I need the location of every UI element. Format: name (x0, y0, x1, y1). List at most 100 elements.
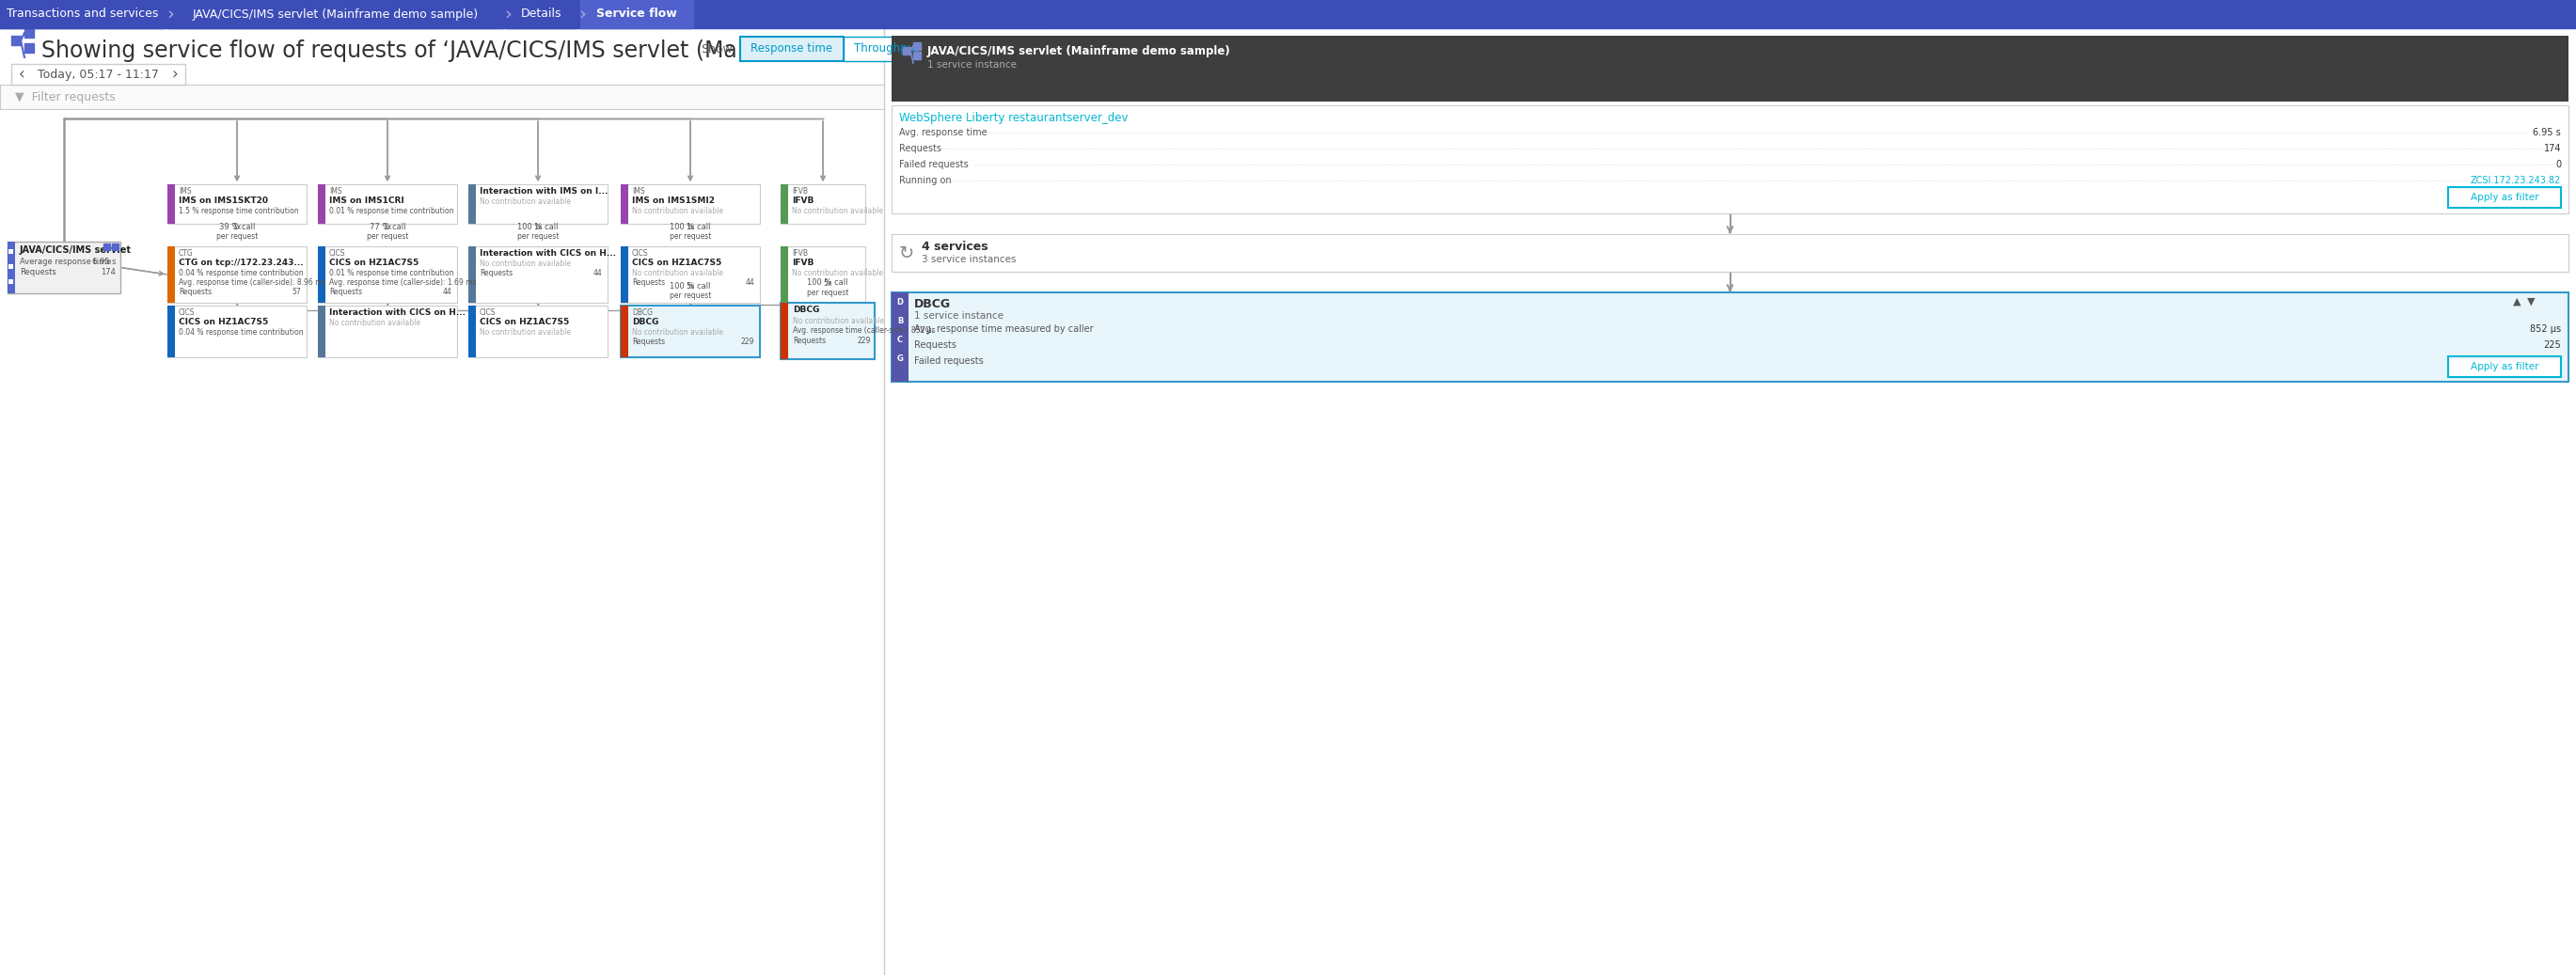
Text: 1x
per request: 1x per request (518, 222, 559, 241)
Text: Failed requests: Failed requests (914, 356, 984, 366)
Text: 1x
per request: 1x per request (670, 222, 711, 241)
Bar (781, 184, 788, 224)
Bar (469, 247, 608, 303)
Bar (2447, 187, 2561, 208)
Bar (2447, 356, 2561, 377)
Bar (621, 305, 760, 357)
Bar (781, 303, 788, 359)
Text: JAVA/CICS/IMS servlet (Mainframe demo sample): JAVA/CICS/IMS servlet (Mainframe demo sa… (193, 8, 479, 20)
Text: Infrastructure: Infrastructure (1074, 8, 1162, 20)
Text: 6.95 s: 6.95 s (93, 257, 116, 266)
Text: No contribution available: No contribution available (479, 329, 572, 336)
Text: Interaction with IMS on I...: Interaction with IMS on I... (479, 187, 608, 196)
Bar (23, 28, 33, 38)
Bar (167, 247, 307, 303)
Text: No contribution available: No contribution available (791, 269, 884, 277)
Bar (8, 279, 13, 284)
Bar (317, 184, 325, 224)
Bar (739, 37, 842, 61)
Text: 1 service instance: 1 service instance (914, 311, 1005, 321)
Text: 57: 57 (291, 288, 301, 296)
Text: 229: 229 (858, 336, 871, 345)
Text: 100 % call: 100 % call (806, 278, 848, 287)
Bar (317, 184, 456, 224)
Text: CICS on HZ1AC7S5: CICS on HZ1AC7S5 (330, 258, 420, 267)
Text: Avg. response time: Avg. response time (899, 128, 987, 137)
Text: D: D (896, 297, 904, 306)
Bar (891, 292, 2568, 382)
Text: Showing service flow of requests of ‘JAVA/CICS/IMS servlet (Mainframe demo sampl: Showing service flow of requests of ‘JAV… (41, 40, 997, 62)
Text: CICS on HZ1AC7S5: CICS on HZ1AC7S5 (631, 258, 721, 267)
Bar (781, 184, 866, 224)
Text: Requests: Requests (793, 336, 827, 345)
Text: Transactions and services: Transactions and services (5, 8, 157, 20)
Text: Avg. response time (caller-side): 8.96 ms: Avg. response time (caller-side): 8.96 m… (178, 278, 327, 287)
Text: C: C (896, 335, 904, 343)
Text: ▲: ▲ (2512, 297, 2522, 306)
Bar (902, 47, 909, 55)
Text: Service flow: Service flow (598, 8, 677, 20)
Bar (781, 247, 788, 303)
Text: 44: 44 (744, 278, 755, 287)
Text: No contribution available: No contribution available (479, 198, 572, 206)
Text: Show: Show (701, 43, 732, 55)
Text: 174: 174 (2543, 144, 2561, 153)
Text: Throughput: Throughput (853, 43, 917, 55)
Bar (1048, 0, 1185, 28)
Bar (0, 85, 884, 109)
Bar (469, 305, 477, 357)
Text: No contribution available: No contribution available (793, 317, 884, 326)
Text: IFVB: IFVB (791, 197, 814, 205)
Bar (891, 234, 2568, 272)
Text: Requests: Requests (631, 337, 665, 346)
Text: 100 % call: 100 % call (670, 223, 711, 231)
Bar (317, 247, 325, 303)
Text: 5x
per request: 5x per request (806, 279, 848, 297)
Text: Requests: Requests (21, 268, 57, 277)
Text: CTG: CTG (178, 250, 193, 257)
Text: IMS on IMS1SMI2: IMS on IMS1SMI2 (631, 197, 714, 205)
Text: Requests: Requests (631, 278, 665, 287)
Text: 1x
per request: 1x per request (366, 222, 410, 241)
Bar (167, 0, 502, 28)
Text: IFVB: IFVB (791, 187, 809, 196)
Text: 5x
per request: 5x per request (670, 282, 711, 300)
Text: 44: 44 (592, 269, 603, 277)
Text: 1.5 % response time contribution: 1.5 % response time contribution (178, 207, 299, 215)
Text: CICS on HZ1AC7S5: CICS on HZ1AC7S5 (479, 318, 569, 327)
Text: No contribution available: No contribution available (791, 207, 884, 215)
Text: IMS: IMS (631, 187, 644, 196)
Text: 0.01 % response time contribution: 0.01 % response time contribution (330, 269, 453, 277)
Text: CICS: CICS (178, 308, 196, 317)
Bar (23, 43, 33, 53)
Text: Details: Details (520, 8, 562, 20)
Text: 225: 225 (2543, 340, 2561, 350)
Bar (914, 42, 920, 50)
Text: WebSphere Liberty restaurantserver_dev: WebSphere Liberty restaurantserver_dev (899, 112, 1128, 124)
Bar (469, 247, 477, 303)
Text: DBCG: DBCG (914, 298, 951, 310)
Text: Requests: Requests (330, 288, 363, 296)
Text: No contribution available: No contribution available (631, 329, 724, 336)
Bar (781, 247, 866, 303)
Text: Avg. response time (caller-side): 852 µs: Avg. response time (caller-side): 852 µs (793, 327, 935, 334)
Bar (167, 247, 175, 303)
Text: Apply as filter: Apply as filter (2470, 193, 2537, 202)
Text: 3 service instances: 3 service instances (922, 254, 1015, 264)
Text: 100 % call: 100 % call (670, 282, 711, 291)
Bar (621, 247, 629, 303)
Text: Interaction with CICS on H...: Interaction with CICS on H... (330, 308, 466, 317)
Text: 0.04 % response time contribution: 0.04 % response time contribution (178, 329, 304, 336)
Bar (8, 250, 13, 254)
Text: ›: › (505, 5, 513, 23)
Text: DBCG: DBCG (631, 318, 659, 327)
Text: Response time: Response time (752, 43, 832, 55)
Bar (167, 184, 307, 224)
Text: Apply as filter: Apply as filter (2470, 362, 2537, 371)
Bar (167, 184, 175, 224)
Text: Average response time: Average response time (21, 257, 111, 266)
Text: IMS: IMS (178, 187, 191, 196)
Text: Avg. response time (caller-side): 1.69 ms: Avg. response time (caller-side): 1.69 m… (330, 278, 477, 287)
Text: IMS: IMS (330, 187, 343, 196)
Bar (10, 64, 185, 85)
